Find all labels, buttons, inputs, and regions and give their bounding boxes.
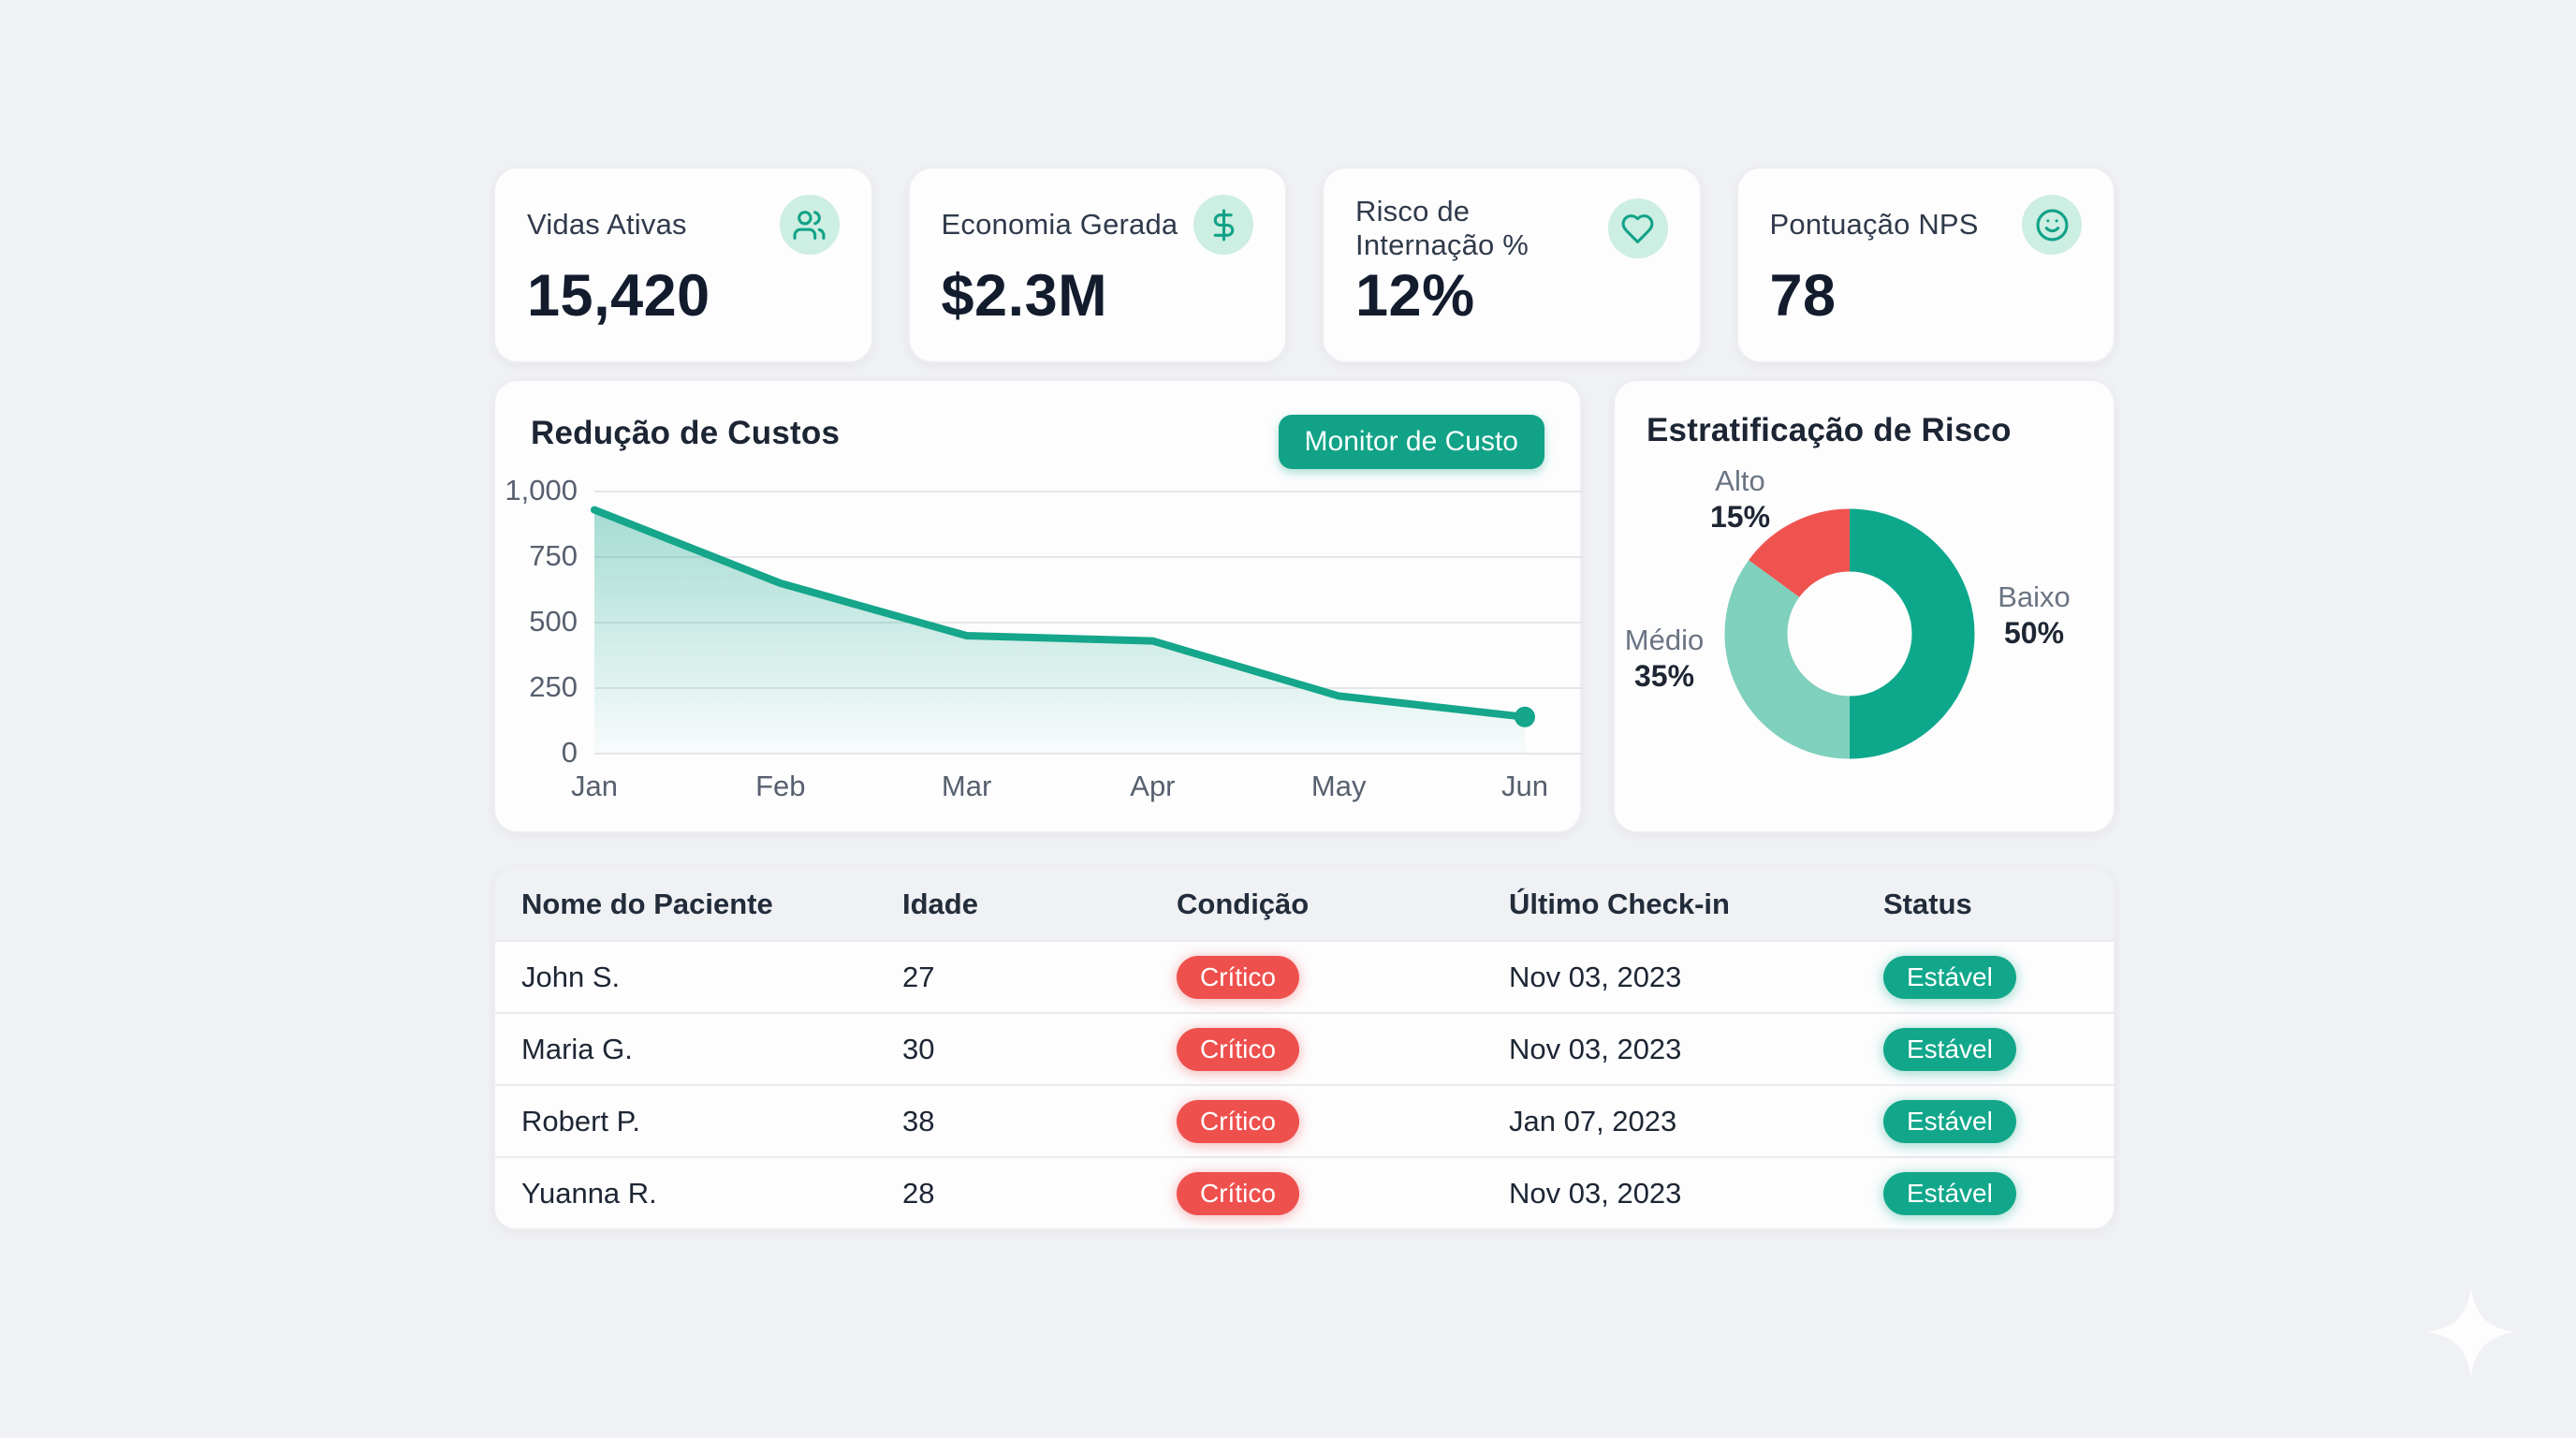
cost-reduction-chart-card: Redução de Custos Monitor de Custo 1,000… xyxy=(493,379,1584,833)
svg-text:Jan: Jan xyxy=(571,770,618,802)
table-row[interactable]: Yuanna R. 28 Crítico Nov 03, 2023 Estável xyxy=(495,1156,2114,1228)
patient-age: 30 xyxy=(902,1032,935,1065)
svg-text:May: May xyxy=(1311,770,1367,802)
condition-badge: Crítico xyxy=(1177,1027,1299,1071)
svg-text:1,000: 1,000 xyxy=(505,474,578,506)
condition-badge: Crítico xyxy=(1177,1171,1299,1215)
kpi-label: Economia Gerada xyxy=(941,208,1178,241)
charts-row: Redução de Custos Monitor de Custo 1,000… xyxy=(493,379,2115,833)
table-row[interactable]: John S. 27 Crítico Nov 03, 2023 Estável xyxy=(495,940,2114,1012)
kpi-value: 15,420 xyxy=(527,263,710,329)
patient-age: 27 xyxy=(902,960,935,993)
svg-text:250: 250 xyxy=(529,670,578,703)
patient-age: 38 xyxy=(902,1104,935,1137)
last-checkin: Nov 03, 2023 xyxy=(1509,1032,1682,1065)
kpi-card-pontuacao-nps: Pontuação NPS 78 xyxy=(1735,167,2115,363)
sparkle-icon xyxy=(2427,1288,2515,1376)
svg-text:Apr: Apr xyxy=(1130,770,1175,802)
svg-text:750: 750 xyxy=(529,539,578,572)
risk-stratification-card: Estratificação de Risco Alto 15% Médio 3… xyxy=(1613,379,2115,833)
donut-label-alto: Alto 15% xyxy=(1709,464,1771,534)
condition: Crítico xyxy=(1177,1027,1509,1071)
column-header-status: Status xyxy=(1883,887,1972,920)
patient-age: 28 xyxy=(902,1176,935,1210)
condition-badge: Crítico xyxy=(1177,1099,1299,1143)
status: Estável xyxy=(1883,1027,2114,1071)
kpi-value: 78 xyxy=(1769,263,1837,329)
chart-title: Redução de Custos xyxy=(531,415,841,451)
kpi-value: 12% xyxy=(1355,263,1475,329)
donut-label-baixo: Baixo 50% xyxy=(1998,580,2071,650)
table-header-row: Nome do Paciente Idade Condição Último C… xyxy=(495,868,2114,940)
svg-text:Mar: Mar xyxy=(942,770,991,802)
patient-name: Maria G. xyxy=(521,1032,633,1065)
kpi-row: Vidas Ativas 15,420 Economia Gerada $2.3… xyxy=(493,167,2115,363)
patients-table: Nome do Paciente Idade Condição Último C… xyxy=(493,866,2115,1230)
condition: Crítico xyxy=(1177,955,1509,999)
risk-donut-chart xyxy=(1724,508,1975,759)
status: Estável xyxy=(1883,1171,2114,1215)
svg-text:0: 0 xyxy=(562,736,578,769)
users-icon xyxy=(779,195,840,255)
condition: Crítico xyxy=(1177,1171,1509,1215)
donut-label-medio: Médio 35% xyxy=(1624,624,1705,693)
status-badge: Estável xyxy=(1883,1099,2016,1143)
column-header-idade: Idade xyxy=(902,887,978,920)
condition-badge: Crítico xyxy=(1177,955,1299,999)
kpi-card-risco-internacao: Risco de Internação % 12% xyxy=(1322,167,1702,363)
svg-text:Feb: Feb xyxy=(755,770,805,802)
last-checkin: Nov 03, 2023 xyxy=(1509,960,1682,993)
dollar-icon xyxy=(1193,195,1253,255)
svg-text:500: 500 xyxy=(529,605,578,638)
kpi-value: $2.3M xyxy=(941,263,1108,329)
column-header-checkin: Último Check-in xyxy=(1509,887,1730,920)
patient-name: Yuanna R. xyxy=(521,1176,657,1210)
monitor-de-custo-button[interactable]: Monitor de Custo xyxy=(1278,415,1544,469)
condition: Crítico xyxy=(1177,1099,1509,1143)
patient-name: Robert P. xyxy=(521,1104,640,1137)
heart-icon xyxy=(1607,198,1668,258)
kpi-label: Vidas Ativas xyxy=(527,208,687,241)
last-checkin: Nov 03, 2023 xyxy=(1509,1176,1682,1210)
table-body: John S. 27 Crítico Nov 03, 2023 Estável Maria… xyxy=(495,940,2114,1228)
patient-name: John S. xyxy=(521,960,621,993)
table-row[interactable]: Maria G. 30 Crítico Nov 03, 2023 Estável xyxy=(495,1012,2114,1084)
status-badge: Estável xyxy=(1883,1027,2016,1071)
smile-icon xyxy=(2022,195,2082,255)
status-badge: Estável xyxy=(1883,1171,2016,1215)
status: Estável xyxy=(1883,955,2114,999)
last-checkin: Jan 07, 2023 xyxy=(1509,1104,1677,1137)
kpi-card-economia-gerada: Economia Gerada $2.3M xyxy=(907,167,1287,363)
svg-text:Jun: Jun xyxy=(1501,770,1548,802)
status-badge: Estável xyxy=(1883,955,2016,999)
column-header-condicao: Condição xyxy=(1177,887,1310,920)
column-header-nome: Nome do Paciente xyxy=(521,887,773,920)
status: Estável xyxy=(1883,1099,2114,1143)
kpi-label: Pontuação NPS xyxy=(1769,208,1979,241)
kpi-card-vidas-ativas: Vidas Ativas 15,420 xyxy=(493,167,873,363)
table-row[interactable]: Robert P. 38 Crítico Jan 07, 2023 Estável xyxy=(495,1084,2114,1156)
chart-title: Estratificação de Risco xyxy=(1647,412,2012,448)
kpi-label: Risco de Internação % xyxy=(1355,195,1530,261)
